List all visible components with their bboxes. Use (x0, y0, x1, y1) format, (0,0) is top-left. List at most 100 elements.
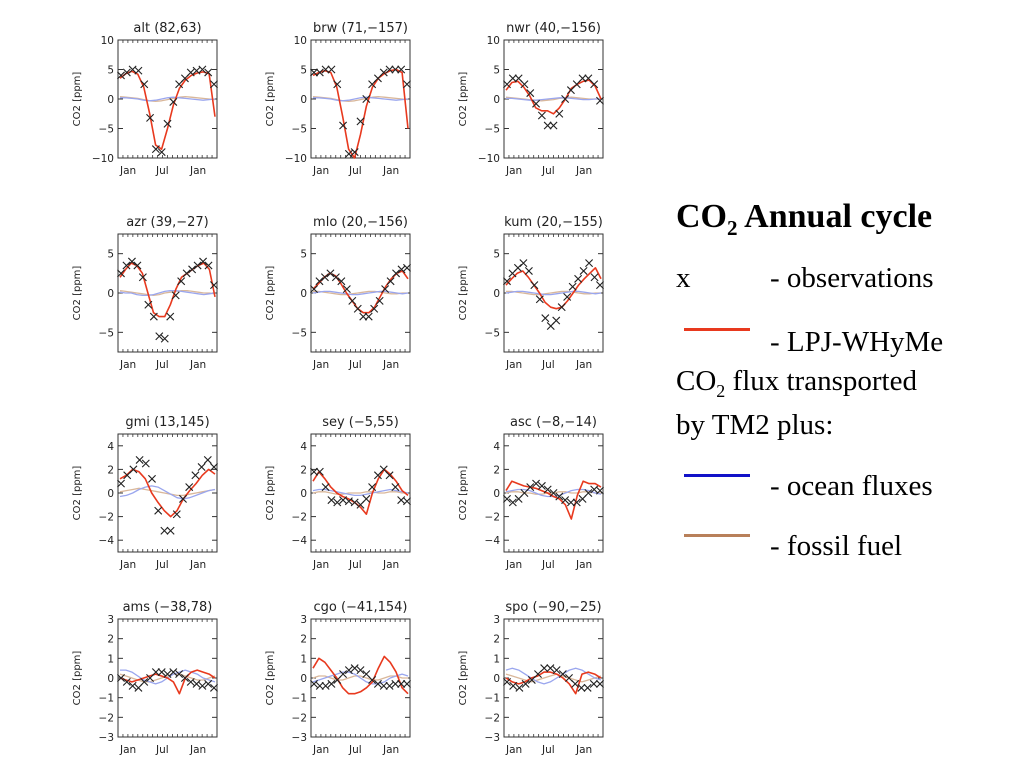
legend-title: CO2 Annual cycle (676, 198, 933, 240)
x-tick-label: Jan (382, 165, 399, 177)
observation-point (326, 269, 335, 278)
model-series-line (312, 655, 409, 695)
observation-point (537, 111, 546, 120)
x-tick-label: Jan (575, 165, 592, 177)
observation-point (530, 281, 539, 290)
y-axis-label: CO2 [ppm] (265, 466, 276, 521)
y-tick-label: 2 (300, 634, 307, 646)
ocean-flux-series-line (505, 290, 602, 296)
y-axis-label: CO2 [ppm] (72, 266, 83, 321)
observation-point (127, 257, 136, 266)
observation-point (210, 463, 218, 472)
observation-point (519, 259, 528, 268)
y-axis-label: CO2 [ppm] (72, 72, 83, 127)
fossil-line-swatch (684, 534, 750, 537)
observation-point (140, 677, 149, 686)
observation-point (203, 455, 212, 464)
observation-point (117, 479, 125, 488)
observation-point (596, 96, 604, 105)
y-tick-label: 4 (493, 441, 500, 453)
observation-point (177, 277, 186, 286)
observation-point (310, 68, 318, 77)
observation-point (370, 304, 379, 313)
observation-point (373, 679, 382, 688)
observation-point (331, 273, 340, 282)
observation-point (526, 483, 535, 492)
observation-point (134, 66, 143, 75)
x-tick-label: Jan (189, 744, 206, 756)
y-tick-label: 0 (300, 673, 307, 685)
y-tick-label: −5 (292, 327, 307, 339)
y-tick-label: −10 (478, 153, 500, 165)
y-tick-label: 4 (107, 441, 114, 453)
observation-point (386, 277, 395, 286)
y-tick-label: 3 (107, 614, 114, 626)
y-tick-label: −2 (485, 512, 500, 524)
observation-point (543, 485, 552, 494)
y-tick-label: 0 (300, 288, 307, 300)
observation-point (198, 681, 207, 690)
chart-title: mlo (20,−156) (313, 215, 408, 230)
observation-point (122, 261, 131, 270)
observation-point (310, 467, 318, 476)
observation-point (596, 486, 604, 495)
y-tick-label: 2 (300, 464, 307, 476)
y-tick-label: 0 (300, 488, 307, 500)
observation-point (117, 674, 125, 682)
chart-title: nwr (40,−156) (506, 21, 601, 36)
observation-point (310, 285, 318, 294)
ocean-flux-series-line (119, 289, 216, 297)
chart-title: brw (71,−157) (313, 21, 408, 36)
x-tick-label: Jul (155, 165, 169, 177)
y-tick-label: −1 (99, 693, 114, 705)
observation-point (503, 494, 511, 503)
y-tick-label: 0 (493, 488, 500, 500)
observation-point (541, 314, 550, 323)
observation-point (540, 664, 549, 673)
y-tick-label: −5 (292, 124, 307, 136)
y-tick-label: −5 (485, 124, 500, 136)
model-series-line (505, 480, 602, 520)
observation-point (527, 675, 536, 684)
x-tick-label: Jan (505, 559, 522, 571)
x-tick-label: Jan (505, 165, 522, 177)
observation-point (583, 683, 592, 692)
ocean-flux-series-line (312, 671, 409, 685)
chart-title: kum (20,−155) (504, 215, 603, 230)
x-tick-label: Jan (119, 744, 136, 756)
observation-point (186, 677, 195, 686)
observation-point (397, 65, 406, 74)
observation-point (596, 281, 604, 290)
observation-point (356, 666, 365, 675)
chart-title: cgo (−41,154) (313, 600, 407, 615)
observation-point (117, 269, 125, 278)
observation-point (368, 483, 377, 492)
observation-point (185, 483, 194, 492)
observation-point (596, 679, 604, 688)
x-tick-label: Jan (382, 744, 399, 756)
x-tick-label: Jan (312, 559, 329, 571)
observation-point (210, 281, 218, 290)
observation-point (199, 257, 208, 266)
ocean-flux-series-line (312, 290, 409, 296)
y-tick-label: −5 (99, 124, 114, 136)
observation-point (590, 80, 599, 89)
observation-point (204, 261, 213, 270)
observation-point (163, 670, 172, 679)
y-tick-label: 0 (107, 673, 114, 685)
x-tick-label: Jan (119, 165, 136, 177)
observation-point (515, 683, 524, 692)
observation-point (315, 277, 324, 286)
y-tick-label: 0 (107, 288, 114, 300)
observation-point (344, 666, 353, 675)
y-tick-label: 0 (107, 94, 114, 106)
y-tick-label: 3 (300, 614, 307, 626)
observation-point (555, 492, 564, 501)
observation-point (155, 332, 164, 341)
observation-point (350, 148, 359, 157)
observation-point (385, 65, 394, 74)
y-tick-label: −2 (292, 512, 307, 524)
chart-title: ams (−38,78) (123, 600, 213, 615)
station-chart: gmi (13,145) CO2 [ppm] −4 −2 0 2 4 Jan Jul Jan (72, 415, 218, 571)
